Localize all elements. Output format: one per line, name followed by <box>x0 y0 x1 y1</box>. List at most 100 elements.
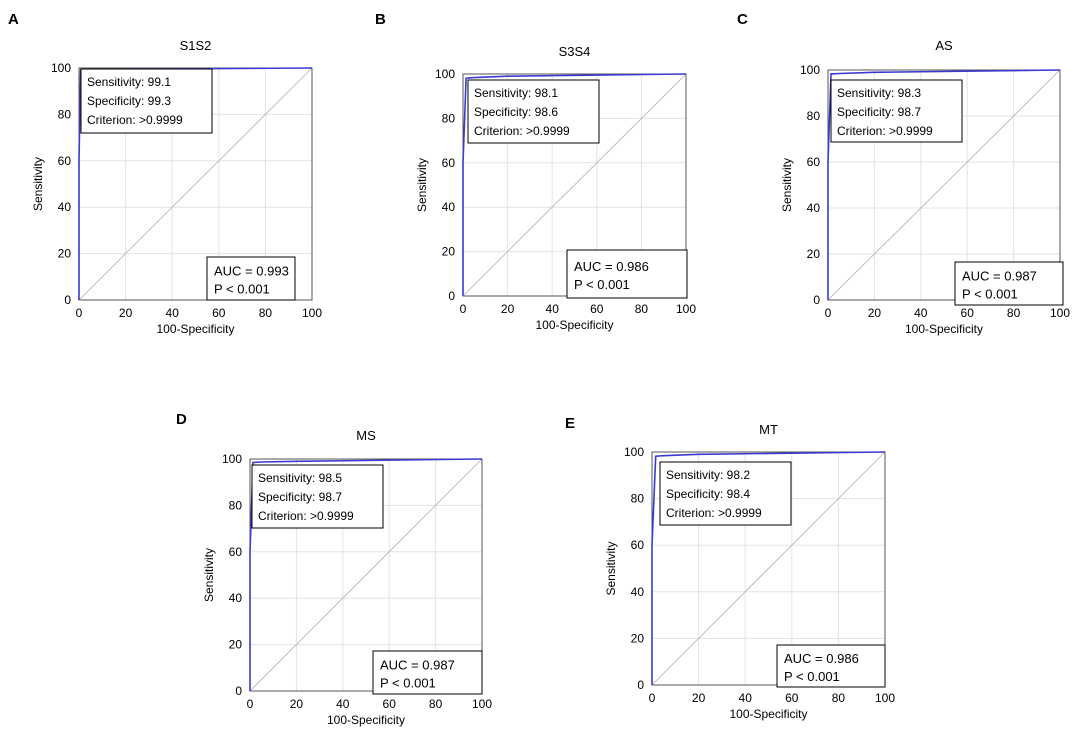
x-tick-label: 100 <box>1050 306 1070 320</box>
x-tick-label: 60 <box>961 306 975 320</box>
stats-line: Criterion: >0.9999 <box>837 124 933 138</box>
x-tick-label: 0 <box>247 697 254 711</box>
x-tick-label: 20 <box>692 691 706 705</box>
x-tick-label: 60 <box>785 691 799 705</box>
y-tick-label: 80 <box>631 492 645 506</box>
panel-letter: D <box>176 411 187 428</box>
x-tick-label: 100 <box>676 302 696 316</box>
y-tick-label: 20 <box>631 631 645 645</box>
x-tick-label: 80 <box>1007 306 1021 320</box>
y-tick-label: 0 <box>813 293 820 307</box>
stats-line: Sensitivity: 98.3 <box>837 86 921 100</box>
x-tick-label: 0 <box>649 691 656 705</box>
y-tick-label: 100 <box>222 452 242 466</box>
auc-line: P < 0.001 <box>380 676 436 691</box>
auc-line: AUC = 0.986 <box>784 651 859 666</box>
panel-letter: B <box>375 11 386 28</box>
x-tick-label: 20 <box>868 306 882 320</box>
auc-box <box>372 650 483 695</box>
x-tick-label: 40 <box>546 302 560 316</box>
y-tick-label: 0 <box>448 289 455 303</box>
x-tick-label: 20 <box>119 306 133 320</box>
y-tick-label: 20 <box>442 245 456 259</box>
y-tick-label: 60 <box>631 538 645 552</box>
x-tick-label: 60 <box>212 306 226 320</box>
panel-a: A S1S2 0 20 40 60 80 100 0 20 40 60 80 100 100-Specifi… <box>8 11 322 336</box>
auc-line: AUC = 0.987 <box>380 658 455 673</box>
stats-line: Sensitivity: 98.2 <box>666 468 750 482</box>
x-tick-label: 80 <box>259 306 273 320</box>
panel-letter: A <box>8 11 19 28</box>
y-tick-label: 100 <box>624 445 644 459</box>
y-tick-label: 80 <box>229 498 243 512</box>
reference-line <box>78 67 313 301</box>
reference-line <box>827 69 1061 301</box>
stats-line: Criterion: >0.9999 <box>87 113 183 127</box>
chart-title: MS <box>356 428 376 443</box>
x-axis-label: 100-Specificity <box>327 713 405 727</box>
y-tick-label: 80 <box>807 109 821 123</box>
y-tick-label: 40 <box>58 200 72 214</box>
auc-line: AUC = 0.987 <box>962 269 1037 284</box>
stats-line: Specificity: 98.6 <box>474 105 558 119</box>
stats-box <box>251 464 384 529</box>
y-axis-label: Sensitivity <box>780 158 794 212</box>
x-tick-label: 40 <box>336 697 350 711</box>
stats-box <box>659 461 792 526</box>
x-tick-label: 60 <box>383 697 397 711</box>
y-tick-label: 40 <box>442 200 456 214</box>
stats-line: Specificity: 98.7 <box>258 490 342 504</box>
x-tick-label: 80 <box>429 697 443 711</box>
panel-b: B S3S4 0 20 40 60 80 100 0 20 40 60 80 100 100-Specifi… <box>375 11 696 332</box>
x-tick-label: 40 <box>914 306 928 320</box>
x-tick-label: 100 <box>472 697 492 711</box>
y-tick-label: 20 <box>807 247 821 261</box>
stats-box <box>467 79 600 144</box>
auc-box <box>206 256 296 301</box>
y-tick-label: 0 <box>637 678 644 692</box>
auc-line: P < 0.001 <box>574 277 630 292</box>
reference-line <box>462 73 687 297</box>
x-axis-label: 100-Specificity <box>905 322 983 336</box>
y-axis-label: Sensitivity <box>202 548 216 602</box>
x-tick-label: 80 <box>635 302 649 316</box>
x-tick-label: 100 <box>875 691 895 705</box>
y-tick-label: 60 <box>807 155 821 169</box>
panel-letter: C <box>737 11 748 28</box>
auc-line: AUC = 0.986 <box>574 259 649 274</box>
panel-d: D MS 0 20 40 60 80 100 0 20 40 60 80 100 100-Specifici… <box>176 411 492 727</box>
y-tick-label: 40 <box>631 585 645 599</box>
stats-line: Specificity: 98.7 <box>837 105 921 119</box>
y-tick-label: 80 <box>58 107 72 121</box>
reference-line <box>249 458 483 692</box>
y-tick-label: 40 <box>807 201 821 215</box>
x-axis-label: 100-Specificity <box>156 322 234 336</box>
x-axis-label: 100-Specificity <box>729 707 807 721</box>
x-tick-label: 0 <box>460 302 467 316</box>
panel-letter: E <box>565 415 575 432</box>
stats-box <box>80 68 213 134</box>
y-axis-label: Sensitivity <box>31 157 45 211</box>
y-tick-label: 100 <box>435 67 455 81</box>
roc-curve <box>651 451 886 685</box>
y-tick-label: 40 <box>229 591 243 605</box>
y-tick-label: 60 <box>442 156 456 170</box>
chart-title: MT <box>759 422 778 437</box>
stats-line: Sensitivity: 99.1 <box>87 75 171 89</box>
stats-line: Specificity: 98.4 <box>666 487 750 501</box>
y-tick-label: 20 <box>229 638 243 652</box>
y-tick-label: 80 <box>442 111 456 125</box>
x-tick-label: 0 <box>76 306 83 320</box>
stats-line: Sensitivity: 98.5 <box>258 471 342 485</box>
y-tick-label: 100 <box>51 61 71 75</box>
panel-e: E MT 0 20 40 60 80 100 0 20 40 60 80 100 100-Specifici… <box>565 415 895 721</box>
stats-line: Criterion: >0.9999 <box>258 509 354 523</box>
stats-box <box>830 79 963 143</box>
y-tick-label: 60 <box>58 154 72 168</box>
x-tick-label: 60 <box>590 302 604 316</box>
chart-title: S1S2 <box>180 38 212 53</box>
chart-title: S3S4 <box>559 44 591 59</box>
auc-line: P < 0.001 <box>784 669 840 684</box>
auc-box <box>954 261 1064 306</box>
